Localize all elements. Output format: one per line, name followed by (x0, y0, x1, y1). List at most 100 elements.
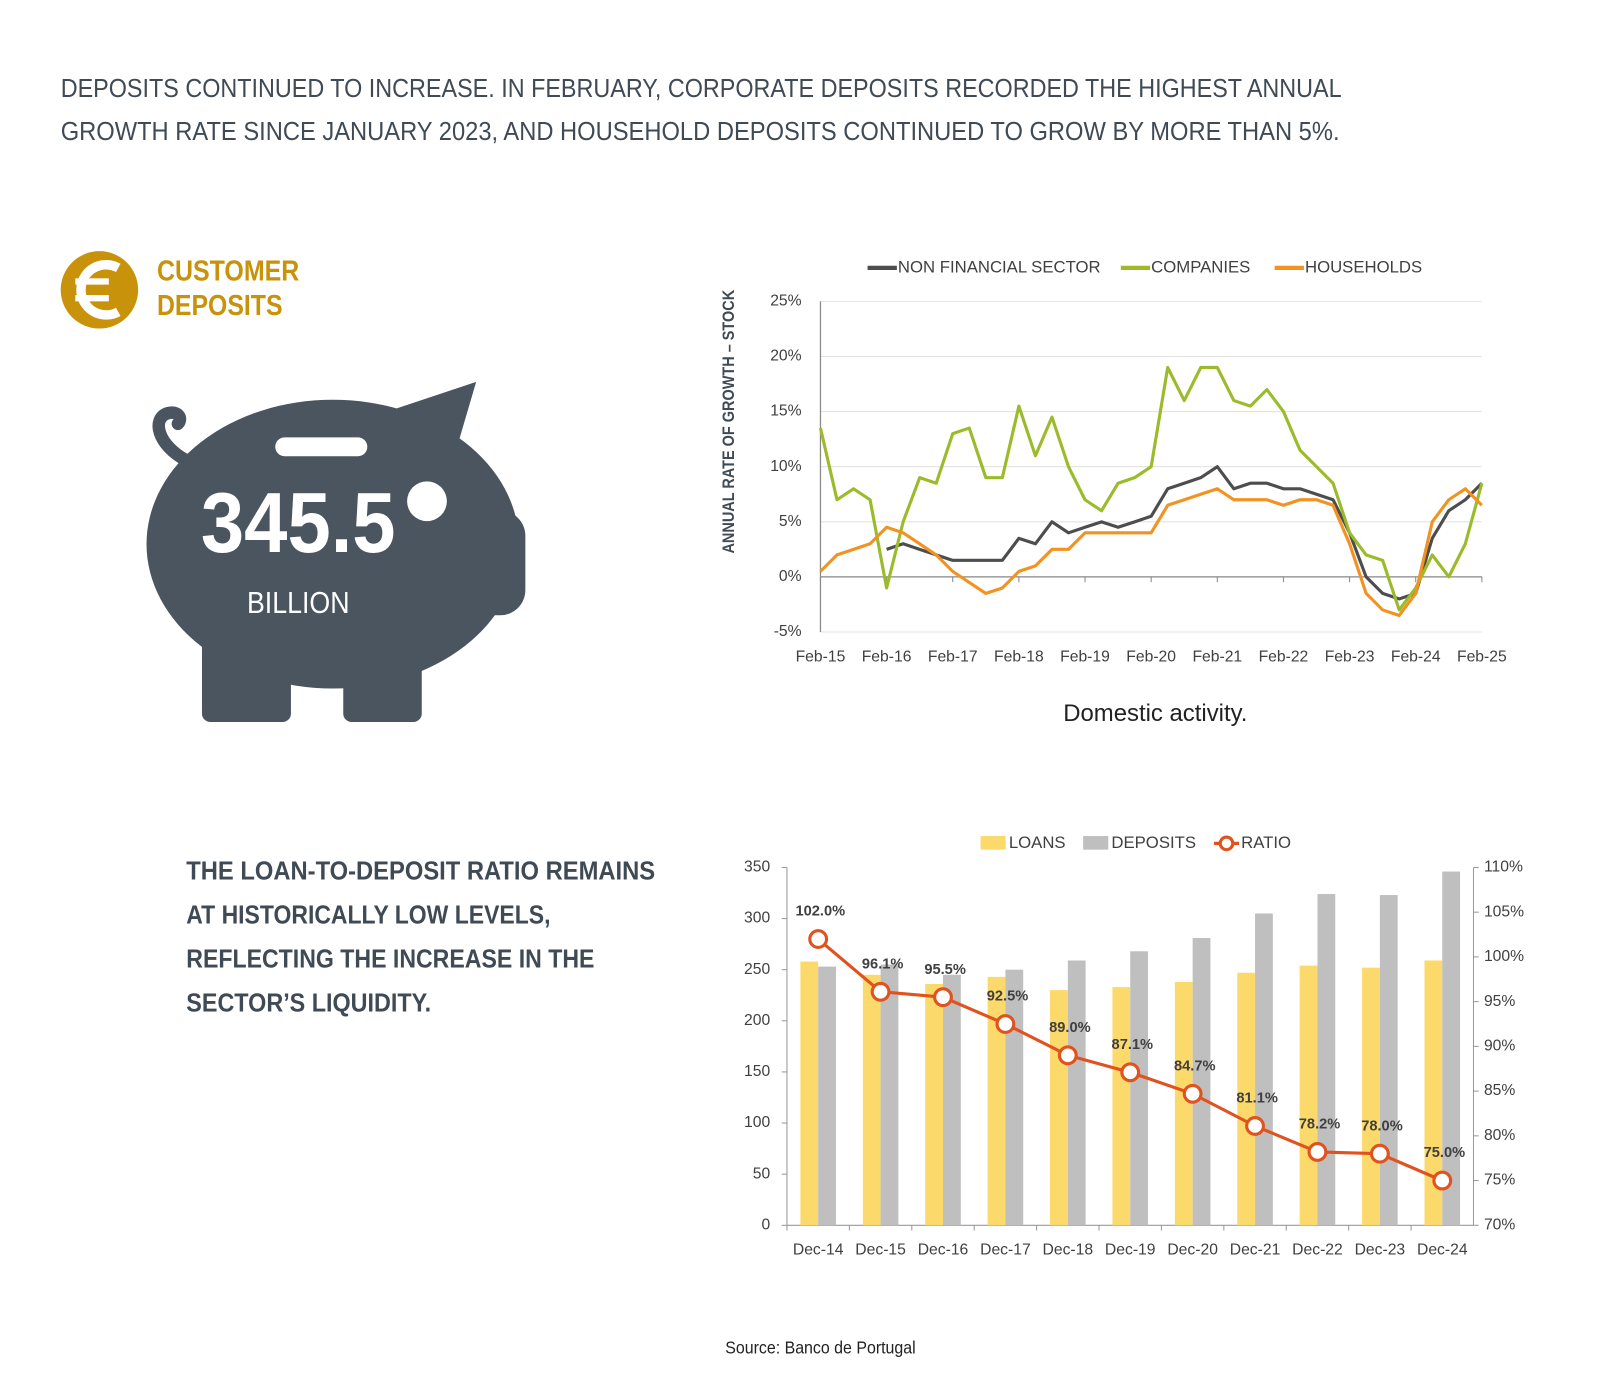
y-tick-label: -5% (774, 623, 802, 640)
bar (1067, 960, 1086, 1226)
x-tick-label: Feb-24 (1391, 648, 1441, 665)
section-title: DEPOSITS (157, 289, 283, 321)
ratio-note: THE LOAN-TO-DEPOSIT RATIO REMAINS (186, 856, 655, 886)
x-tick-label: Feb-23 (1325, 648, 1375, 665)
deposits-unit: BILLION (247, 587, 350, 620)
bar (818, 966, 836, 1226)
legend-swatch (980, 836, 1006, 850)
y-tick-label: 20% (770, 348, 801, 365)
y-tick-label: 15% (770, 403, 801, 420)
y-tick-label: 25% (770, 292, 801, 309)
x-tick-label: Feb-22 (1259, 648, 1309, 665)
ratio-note: SECTOR’S LIQUIDITY. (186, 987, 431, 1017)
x-tick-label: Feb-17 (928, 648, 978, 665)
y2-tick-label: 75% (1484, 1172, 1515, 1189)
x-tick-label: Feb-21 (1192, 648, 1242, 665)
y-tick-label: 350 (744, 859, 770, 876)
x-tick-label: Dec-16 (918, 1242, 969, 1259)
data-label: 78.2% (1299, 1117, 1341, 1133)
x-tick-label: Feb-19 (1060, 648, 1110, 665)
x-tick-label: Dec-23 (1355, 1242, 1406, 1259)
y-tick-label: 100 (744, 1114, 770, 1131)
data-label: 84.7% (1174, 1058, 1216, 1074)
y-tick-label: 5% (779, 513, 802, 530)
chart-caption: Domestic activity. (1063, 700, 1247, 727)
y-tick-label: 0% (779, 568, 802, 585)
y-tick-label: 300 (744, 910, 770, 927)
y-tick-label: 50 (753, 1165, 771, 1182)
x-tick-label: Dec-18 (1043, 1242, 1094, 1259)
deposits-total: 345.5 (201, 475, 396, 571)
bar (1192, 937, 1211, 1226)
ratio-marker (933, 987, 953, 1008)
ratio-marker (1369, 1143, 1390, 1164)
data-label: 92.5% (987, 989, 1029, 1005)
ratio-marker (1307, 1142, 1328, 1162)
y-tick-label: 250 (744, 961, 770, 978)
ratio-marker (870, 981, 891, 1002)
bar (1255, 913, 1273, 1226)
ratio-marker (1182, 1083, 1203, 1104)
source: Source: Banco de Portugal (725, 1337, 915, 1357)
bar (1237, 972, 1256, 1226)
legend-label: LOANS (1009, 833, 1066, 852)
legend-label: DEPOSITS (1111, 833, 1196, 852)
bar (1362, 967, 1380, 1226)
x-tick-label: Dec-17 (980, 1242, 1031, 1259)
data-label: 75.0% (1424, 1145, 1466, 1161)
bar (880, 964, 899, 1226)
data-label: 102.0% (795, 904, 845, 920)
y2-tick-label: 85% (1484, 1082, 1515, 1099)
y2-tick-label: 90% (1484, 1038, 1515, 1055)
x-tick-label: Feb-16 (862, 648, 912, 665)
y2-tick-label: 95% (1484, 993, 1515, 1010)
legend-label: COMPANIES (1151, 257, 1250, 276)
line-series (818, 365, 1484, 612)
line-series (819, 487, 1483, 618)
euro-icon (60, 251, 139, 329)
bar (1112, 987, 1131, 1226)
bar (1174, 981, 1193, 1226)
legend-label: NON FINANCIAL SECTOR (898, 257, 1101, 276)
legend-swatch (1218, 835, 1235, 852)
y2-tick-label: 100% (1484, 948, 1524, 965)
ratio-marker (995, 1014, 1016, 1034)
y-tick-label: 10% (770, 458, 801, 475)
ratio-note: REFLECTING THE INCREASE IN THE (186, 943, 594, 973)
x-tick-label: Feb-20 (1126, 648, 1176, 665)
data-label: 78.0% (1361, 1118, 1403, 1134)
data-label: 95.5% (924, 962, 966, 978)
legend-label: HOUSEHOLDS (1305, 257, 1422, 276)
ratio-note: AT HISTORICALLY LOW LEVELS, (186, 900, 550, 930)
bar (1130, 951, 1149, 1226)
ratio-marker (1120, 1062, 1141, 1083)
y-axis-title: ANNUAL RATE OF GROWTH – STOCK (719, 290, 738, 554)
bar (1442, 871, 1461, 1226)
y2-tick-label: 80% (1484, 1127, 1515, 1144)
bar (925, 984, 944, 1226)
y2-tick-label: 105% (1484, 903, 1524, 920)
y-tick-label: 150 (744, 1063, 770, 1080)
bar (1299, 965, 1318, 1226)
line-series (886, 465, 1483, 601)
x-tick-label: Dec-14 (793, 1242, 844, 1259)
data-label: 89.0% (1049, 1020, 1091, 1036)
x-tick-label: Dec-15 (855, 1242, 906, 1259)
headline: GROWTH RATE SINCE JANUARY 2023, AND HOUS… (61, 116, 1340, 146)
bar (862, 974, 881, 1226)
data-label: 81.1% (1236, 1091, 1278, 1107)
x-tick-label: Dec-20 (1167, 1242, 1218, 1259)
data-label: 96.1% (862, 956, 904, 972)
x-tick-label: Feb-18 (994, 648, 1044, 665)
ratio-marker (1057, 1045, 1078, 1066)
piggy-bank (146, 381, 526, 722)
x-tick-label: Feb-25 (1457, 648, 1507, 665)
bar (943, 974, 961, 1226)
y2-tick-label: 110% (1484, 859, 1523, 876)
legend-label: RATIO (1241, 833, 1291, 852)
legend-swatch (1083, 836, 1109, 850)
bar (1424, 960, 1443, 1226)
bar (1317, 894, 1336, 1226)
